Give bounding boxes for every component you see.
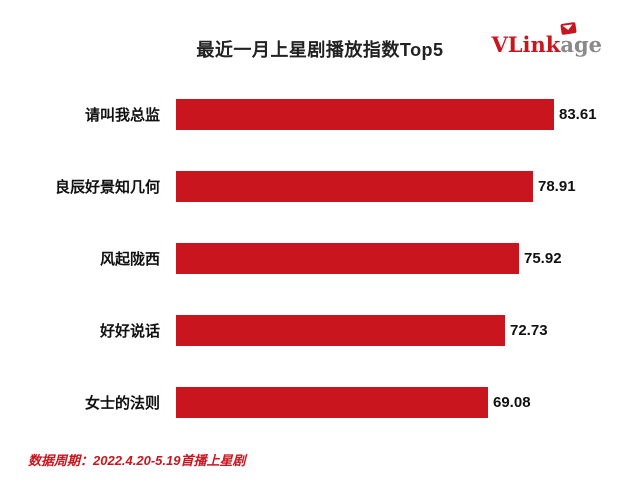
bar-value-label: 72.73 <box>510 321 548 339</box>
bar-category-label: 请叫我总监 <box>84 106 160 124</box>
bar <box>176 242 519 274</box>
logo-text-red: VLink <box>491 32 561 57</box>
bar <box>176 170 533 202</box>
chart-row: 风起陇西 75.92 <box>0 222 640 294</box>
chart-row: 良辰好景知几何 78.91 <box>0 150 640 222</box>
bar-category-label: 良辰好景知几何 <box>54 178 160 196</box>
data-period-note: 数据周期：2022.4.20-5.19首播上星剧 <box>28 453 246 468</box>
bar <box>176 386 488 418</box>
bar <box>176 98 554 130</box>
bar-value-label: 69.08 <box>493 393 531 411</box>
mail-icon <box>560 22 577 35</box>
bar-area: 83.61 <box>176 98 640 130</box>
chart-row: 好好说话 72.73 <box>0 294 640 366</box>
chart-row: 女士的法则 69.08 <box>0 366 640 438</box>
bar-area: 75.92 <box>176 242 640 274</box>
bar-value-label: 75.92 <box>524 249 562 267</box>
bar-value-label: 78.91 <box>538 177 576 195</box>
bar-area: 69.08 <box>176 386 640 418</box>
bar-chart: 请叫我总监 83.61 良辰好景知几何 78.91 风起陇西 75.92 好好说… <box>0 78 640 438</box>
bar-category-label: 好好说话 <box>99 322 160 340</box>
bar-area: 78.91 <box>176 170 640 202</box>
bar <box>176 314 505 346</box>
bar-area: 72.73 <box>176 314 640 346</box>
chart-row: 请叫我总监 83.61 <box>0 78 640 150</box>
bar-value-label: 83.61 <box>559 105 597 123</box>
bar-category-label: 风起陇西 <box>99 250 160 268</box>
logo-text-gray: age <box>560 32 602 57</box>
vlinkage-logo: VLinkage <box>491 22 602 57</box>
chart-title: 最近一月上星剧播放指数Top5 <box>196 40 444 60</box>
bar-category-label: 女士的法则 <box>84 394 160 412</box>
